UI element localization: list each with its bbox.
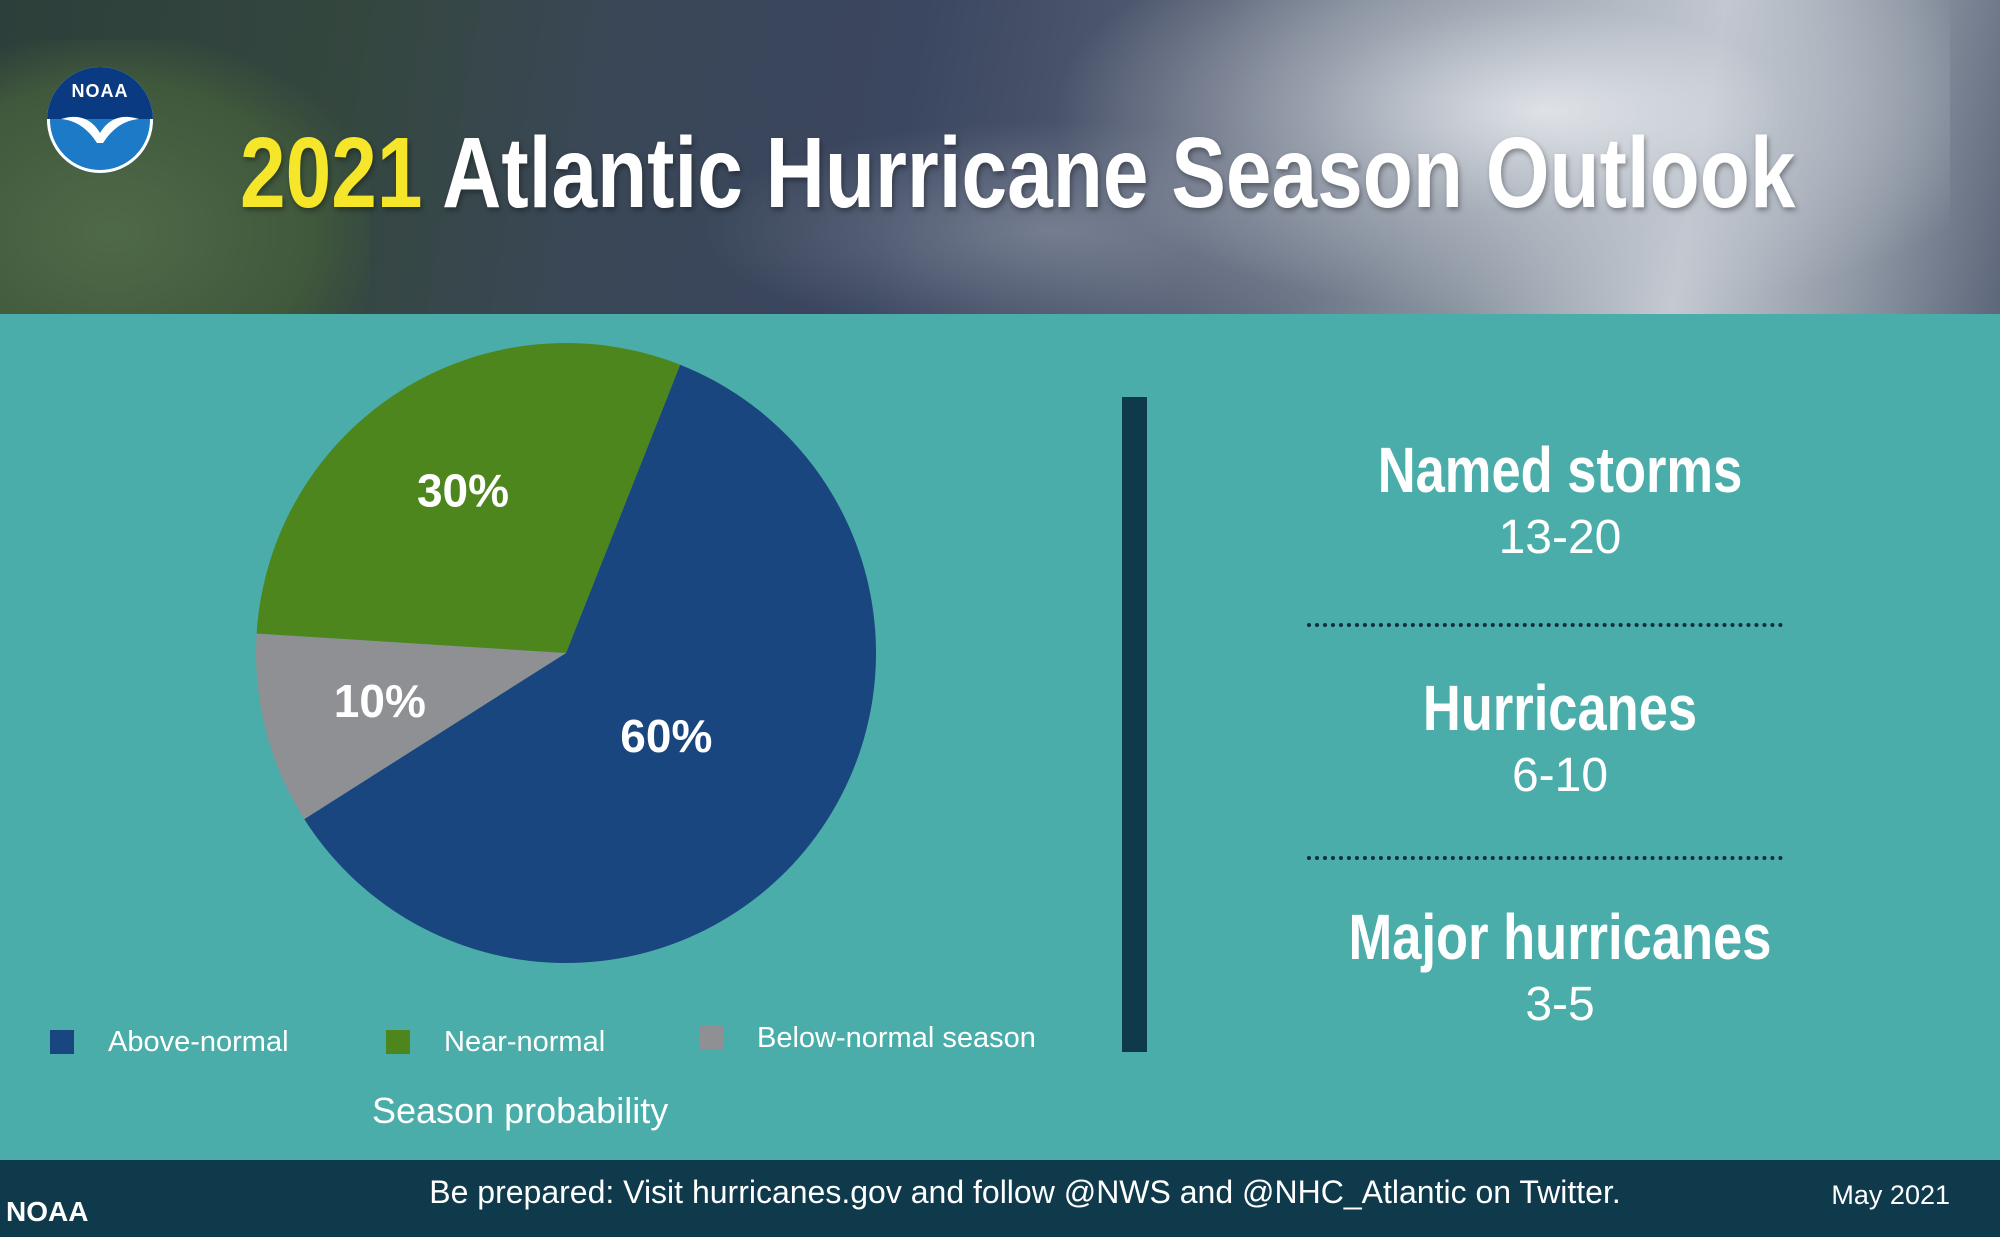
pie-data-label: 10%	[334, 675, 426, 727]
legend-label: Near-normal	[444, 1025, 606, 1058]
satellite-cloud	[1050, 0, 1950, 314]
legend-item-near-normal: Near-normal	[386, 1020, 605, 1064]
pie-slice-below-normal	[256, 633, 566, 820]
pie-slice-near-normal	[256, 343, 681, 653]
footer-date: May 2021	[1831, 1180, 1950, 1210]
footer-bar: NOAA Be prepared: Visit hurricanes.gov a…	[0, 1160, 2000, 1237]
noaa-logo: NOAA	[47, 67, 153, 173]
stat-value: 6-10	[1511, 749, 1609, 802]
stat-major-hurricanes: Major hurricanes 3-5	[1300, 897, 1820, 1033]
stat-label: Major hurricanes	[1348, 901, 1772, 973]
stat-value: 13-20	[1498, 511, 1622, 564]
legend-swatch	[386, 1030, 410, 1054]
satellite-cloud	[700, 120, 1400, 314]
title-text: Atlantic Hurricane Season Outlook	[442, 117, 1796, 229]
logo-sky	[47, 67, 153, 119]
dotted-divider	[1307, 856, 1783, 860]
header-banner: NOAA 2021 Atlantic Hurricane Season Outl…	[0, 0, 2000, 314]
stat-named-storms: Named storms 13-20	[1300, 430, 1820, 566]
footer-message: Be prepared: Visit hurricanes.gov and fo…	[429, 1174, 1621, 1210]
stat-label: Named storms	[1377, 434, 1743, 506]
vertical-divider	[1122, 397, 1147, 1052]
stat-value: 3-5	[1525, 978, 1595, 1031]
legend-item-below-normal: Below-normal season	[699, 1016, 1036, 1060]
pie-slice-above-normal	[304, 364, 877, 964]
title-year: 2021	[240, 117, 423, 229]
chart-caption: Season probability	[372, 1090, 669, 1131]
page-title: 2021 Atlantic Hurricane Season Outlook	[240, 108, 1795, 248]
bird-icon	[61, 116, 139, 143]
legend-swatch	[50, 1030, 74, 1054]
stat-label: Hurricanes	[1422, 672, 1698, 744]
legend-swatch	[699, 1026, 723, 1050]
pie-data-label: 30%	[417, 465, 509, 517]
logo-text: NOAA	[71, 81, 129, 101]
legend-label: Above-normal	[108, 1025, 289, 1058]
legend-label: Below-normal season	[757, 1021, 1036, 1054]
stat-hurricanes: Hurricanes 6-10	[1300, 668, 1820, 804]
pie-data-label: 60%	[620, 710, 712, 762]
dotted-divider	[1307, 623, 1783, 627]
footer-agency: NOAA	[6, 1196, 89, 1227]
pie-chart: 60% 10% 30%	[256, 343, 877, 964]
legend-item-above-normal: Above-normal	[50, 1020, 289, 1064]
